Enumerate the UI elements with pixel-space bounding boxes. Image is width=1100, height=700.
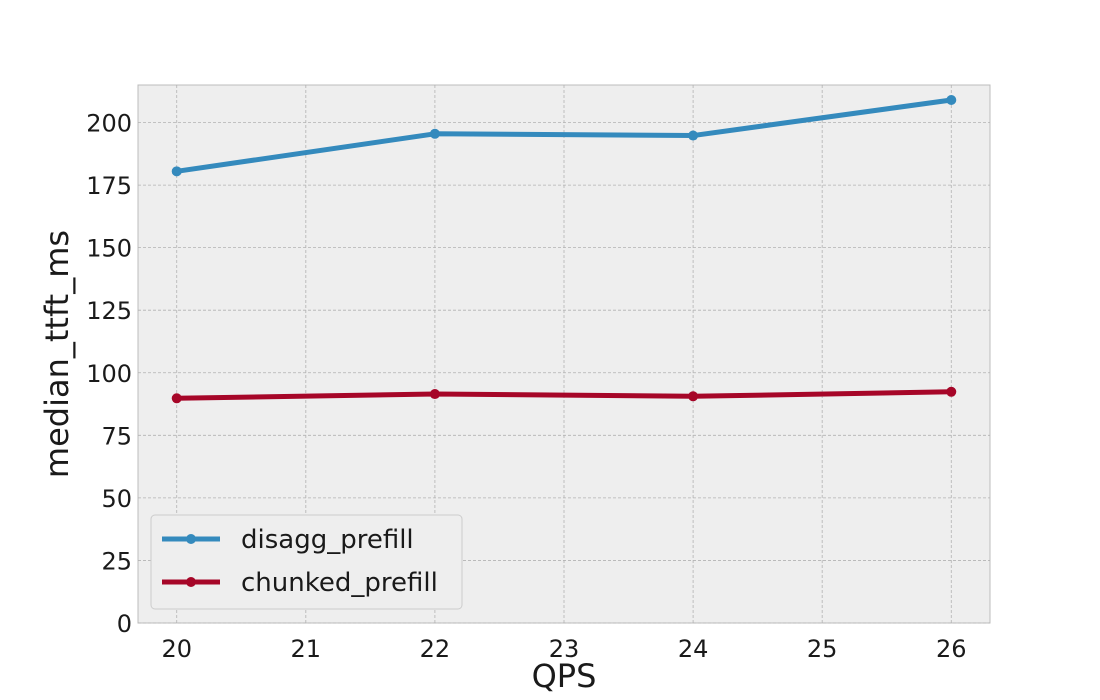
series-line: [174, 389, 954, 401]
data-point: [429, 389, 440, 400]
x-tick-label: 20: [161, 635, 192, 663]
y-tick-label: 125: [86, 297, 132, 325]
legend-box: [150, 514, 463, 610]
y-tick-label: 0: [117, 610, 132, 638]
x-axis-label: QPS: [532, 657, 597, 695]
x-tick-label: 26: [936, 635, 967, 663]
data-point: [171, 393, 182, 404]
y-axis-label: median_ttft_ms: [38, 230, 76, 478]
x-tick-label: 21: [291, 635, 322, 663]
data-point: [688, 130, 699, 141]
legend-swatch-marker: [186, 577, 196, 587]
series-disagg_prefill: [171, 95, 957, 177]
y-tick-label: 100: [86, 360, 132, 388]
x-tick-label: 23: [549, 635, 580, 663]
data-point: [171, 166, 182, 177]
data-point: [429, 128, 440, 139]
legend-label: disagg_prefill: [241, 525, 414, 555]
data-point: [688, 391, 699, 402]
data-point: [946, 386, 957, 397]
legend: disagg_prefill chunked_prefill: [150, 514, 463, 610]
series-lines: [171, 95, 957, 404]
x-tick-label: 25: [807, 635, 838, 663]
legend-swatch-marker: [186, 534, 196, 544]
y-tick-label: 200: [86, 110, 132, 138]
x-tick-label: 24: [678, 635, 709, 663]
series-chunked_prefill: [171, 386, 957, 404]
legend-label: chunked_prefill: [241, 568, 438, 598]
y-tick-label: 50: [101, 485, 132, 513]
series-line: [174, 97, 954, 174]
y-tick-label: 150: [86, 235, 132, 263]
x-tick-label: 22: [420, 635, 451, 663]
y-tick-label: 175: [86, 172, 132, 200]
tick-labels: 20 21 22 23 24 25 26 0 25 50 75 100 125 150 175 200: [86, 110, 966, 663]
data-point: [946, 95, 957, 106]
y-tick-label: 25: [101, 547, 132, 575]
y-tick-label: 75: [101, 422, 132, 450]
